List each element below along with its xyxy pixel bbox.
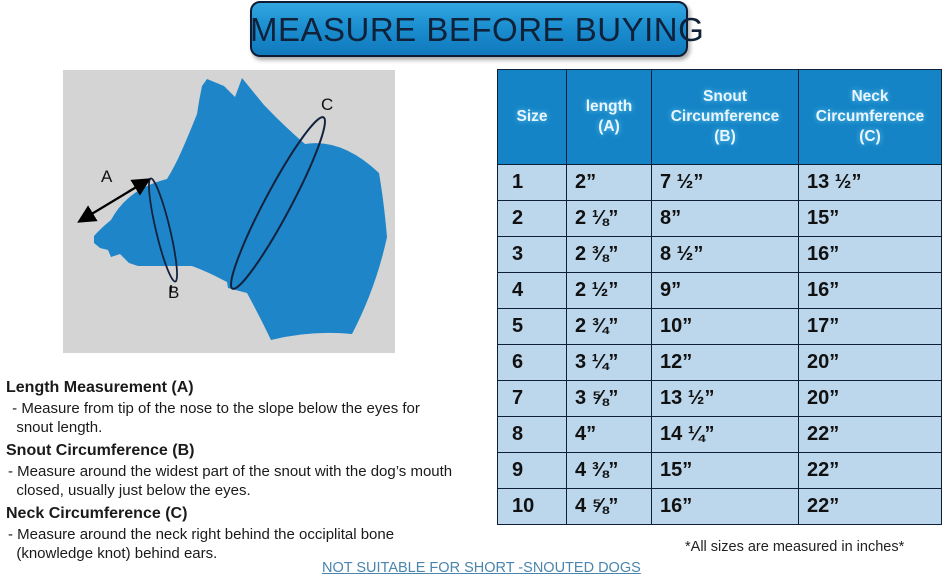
svg-text:B: B [168, 283, 179, 302]
svg-text:C: C [321, 95, 333, 114]
svg-text:A: A [101, 167, 113, 186]
